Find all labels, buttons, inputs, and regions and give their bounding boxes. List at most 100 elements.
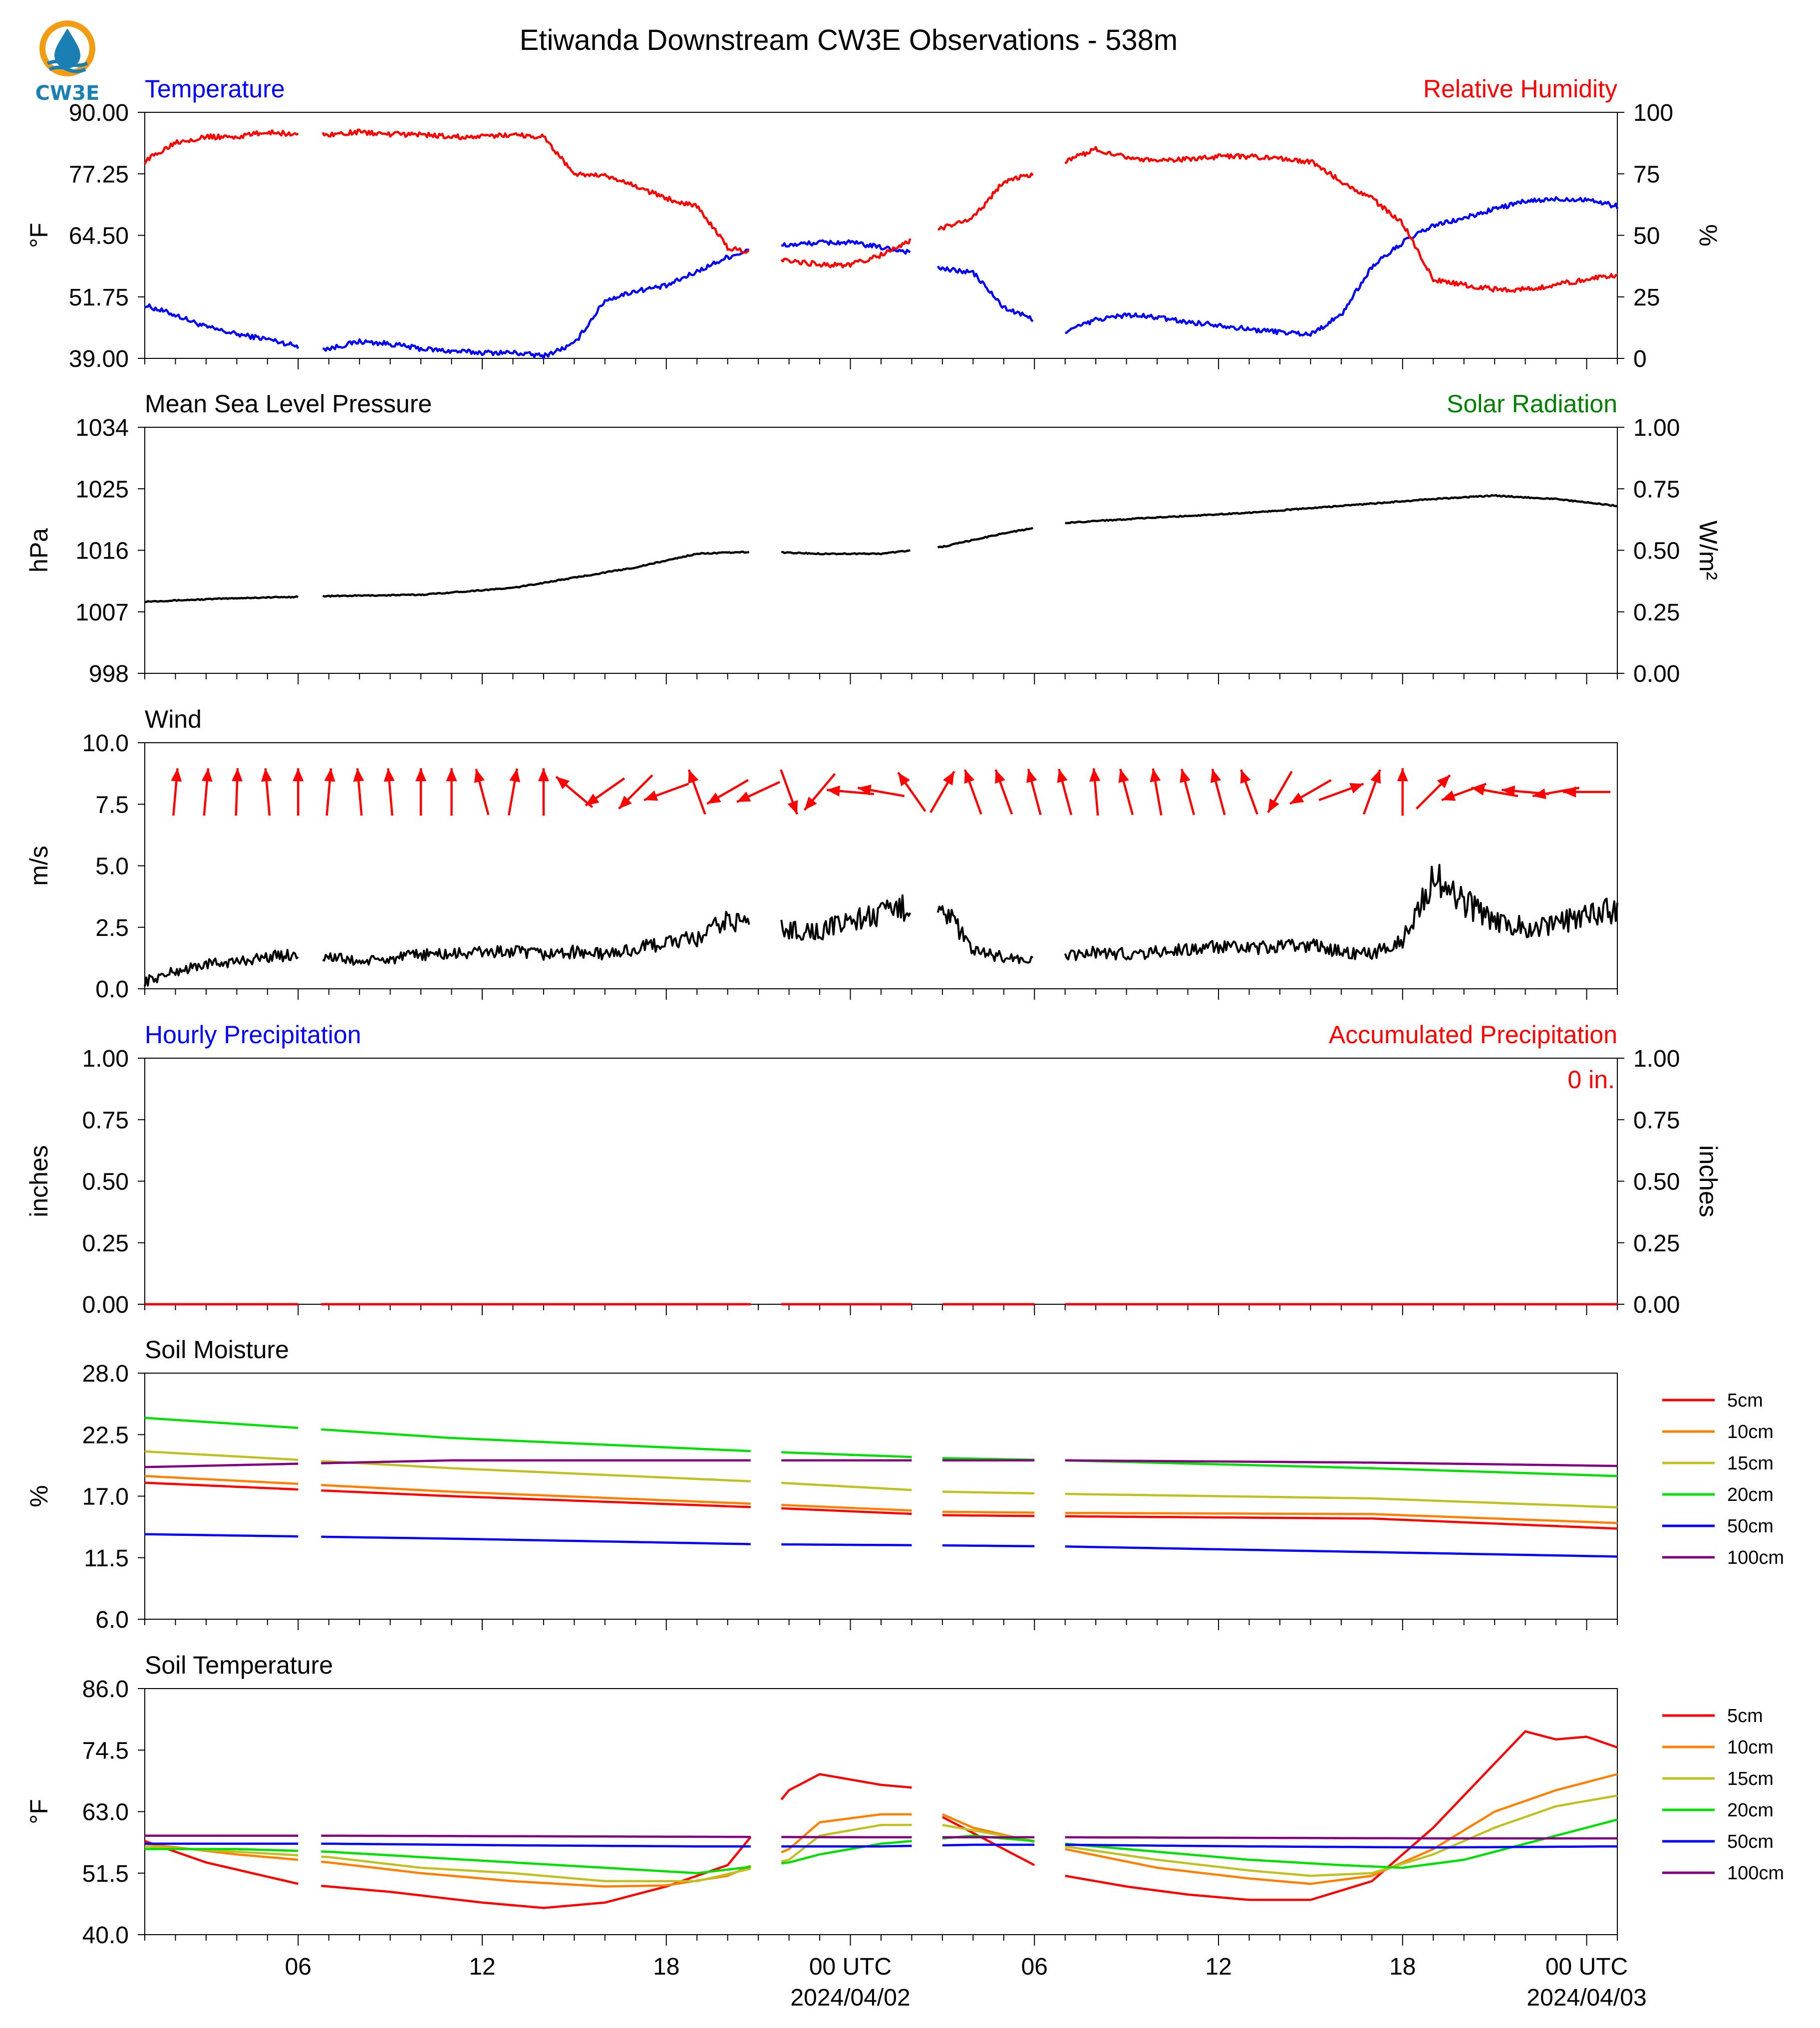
panel-title-left: Mean Sea Level Pressure [145,390,432,418]
soil-temperature-legend: 5cm 10cm 15cm 20cm 50cm 100cm [1662,1706,1784,1884]
wind-arrow [1150,768,1163,816]
wind-arrow [643,783,689,801]
y-tick-label-right: 25 [1633,285,1660,311]
wind-arrow-head [474,769,485,783]
panel-soil_moisture: Soil Moisture 28.0 22.5 17.0 11.5 6.0% [25,1336,1618,1633]
plot-frame [144,742,1618,989]
wind-arrow-head [353,768,364,782]
y-tick-label-left: 0.00 [82,1292,129,1318]
panel-title-left: Wind [145,705,202,733]
legend-label: 50cm [1727,1831,1774,1852]
y-tick-label-left: 6.0 [95,1607,129,1633]
wind-arrow-head [538,768,549,782]
wind-arrow [1089,768,1101,816]
wind-arrow [171,768,182,816]
panel-temperature: Temperature Relative Humidity 90.00 77.25 64… [25,75,1722,372]
y-tick-label-left: 17.0 [82,1484,129,1510]
panel-soil_temp: Soil Temperature 86.0 74.5 63.0 51.5 40.0 °F 06… [25,1651,1647,2011]
wind-arrow-head [1437,775,1450,789]
series-line-100cm [145,1834,1617,1840]
legend-label: 100cm [1727,1547,1784,1568]
panel-pressure: Mean Sea Level Pressure Solar Radiation 10… [25,390,1722,687]
wind-arrow [994,769,1013,815]
x-tick-label: 00 UTC [1545,1954,1628,1980]
panel-title-right: Solar Radiation [1447,390,1617,418]
y-tick-label-right: 0.75 [1633,1107,1680,1134]
panel-title-left: Soil Temperature [145,1651,333,1679]
y-tick-label-right: 0.25 [1633,599,1680,626]
wind-arrow [1362,769,1381,815]
wind-arrow-head [827,785,841,797]
x-tick-label: 18 [653,1954,679,1980]
y-axis-label-right: W/m² [1694,521,1722,580]
y-axis-label-left: °F [25,1799,53,1824]
y-tick-label-right: 0.25 [1633,1230,1680,1257]
wind-arrow-head [1180,769,1191,783]
wind-arrow-head [943,771,954,786]
panel-wind: Wind 10.0 7.5 5.0 2.5 0.0 m/s [25,705,1618,1003]
x-tick-date: 2024/04/02 [790,1985,910,2011]
wind-arrow [897,772,926,812]
y-axis-label-right: inches [1694,1145,1722,1217]
series-line-15cm [144,1794,1618,1883]
wind-arrow-head [964,769,975,784]
series-line-wind-speed [144,864,1618,987]
wind-arrow [1026,769,1042,816]
wind-arrow [1057,769,1073,816]
y-tick-label-left: 63.0 [82,1799,129,1826]
wind-arrow-head [1471,785,1485,796]
series-line-50cm [145,1842,1618,1849]
wind-arrow-head [1349,783,1364,794]
wind-arrow [803,773,836,811]
y-tick-label-left: 5.0 [95,854,129,880]
wind-arrow [736,781,781,803]
series-line-mslp [144,494,1618,603]
wind-arrow [232,768,243,816]
y-tick-label-left: 64.50 [69,223,129,250]
y-tick-label-right: 75 [1633,161,1660,188]
wind-arrow [261,768,272,816]
y-tick-label-right: 1.00 [1633,1046,1680,1072]
y-axis-label-left: inches [25,1145,53,1217]
legend-label: 20cm [1727,1484,1774,1505]
soil-moisture-legend: 5cm 10cm 15cm 20cm 50cm 100cm [1662,1390,1784,1568]
y-tick-label-left: 1016 [75,538,129,565]
wind-arrow [827,785,875,797]
y-axis-label-left: hPa [25,528,53,573]
wind-arrow-head [1268,798,1279,813]
wind-arrow [585,777,625,807]
panel-title-left: Temperature [145,75,285,103]
series-line-10cm [144,1474,1618,1524]
x-tick-label: 00 UTC [809,1954,892,1980]
wind-arrow [508,768,521,816]
wind-arrow [687,769,706,815]
y-tick-label-right: 0.50 [1633,538,1680,565]
series-line-5cm [144,1730,1618,1909]
wind-arrow-head [261,768,272,782]
wind-arrow [1397,768,1408,816]
legend-label: 15cm [1727,1768,1774,1789]
x-tick-label: 06 [285,1954,311,1980]
wind-arrow [446,768,457,816]
y-tick-label-left: 0.75 [82,1107,129,1134]
wind-arrow [1118,769,1134,816]
wind-arrow-head [787,800,798,815]
y-tick-label-left: 2.5 [95,915,129,941]
wind-arrow-head [688,769,699,784]
x-tick-label: 12 [1205,1954,1231,1980]
y-tick-label-left: 28.0 [82,1361,129,1387]
legend-label: 5cm [1727,1706,1763,1727]
wind-arrow-head [1532,788,1546,800]
wind-arrow [1416,774,1451,810]
y-tick-label-right: 0.75 [1633,476,1680,503]
wind-arrow-head [171,768,182,782]
plot-frame [144,1373,1618,1620]
wind-arrow-head [737,791,751,802]
series-line-relative-humidity [144,128,1618,293]
panel-title-right: Relative Humidity [1423,75,1617,103]
plot-frame [144,112,1618,359]
series-line-temperature [144,196,1619,360]
wind-arrow [929,771,955,813]
wind-arrow-head [707,792,721,804]
